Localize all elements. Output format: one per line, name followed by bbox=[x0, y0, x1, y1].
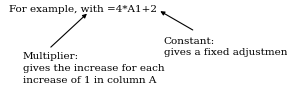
Text: Multiplier:
gives the increase for each
increase of 1 in column A: Multiplier: gives the increase for each … bbox=[23, 52, 164, 85]
Text: Constant:
gives a fixed adjustment: Constant: gives a fixed adjustment bbox=[164, 37, 287, 57]
Text: For example, with =4*A1+2: For example, with =4*A1+2 bbox=[9, 5, 157, 14]
